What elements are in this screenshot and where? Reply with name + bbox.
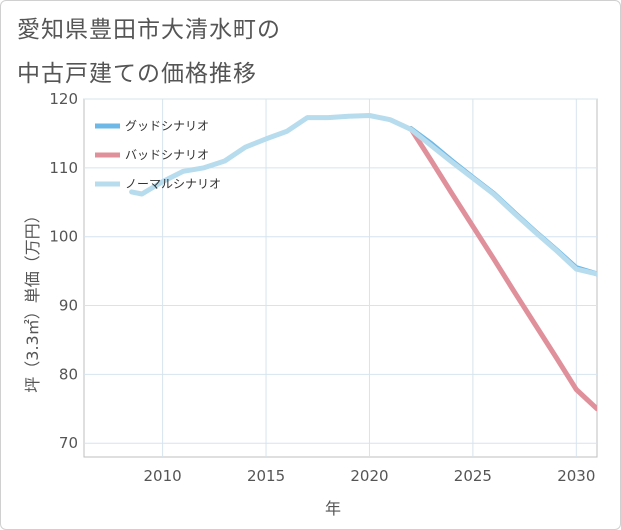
series-layer	[129, 113, 597, 412]
series-line-2	[129, 113, 597, 277]
y-axis-label: 坪（3.3㎡）単価（万円）	[23, 207, 42, 392]
tick-labels: 2010 2015 2020 2025 2030 70 80 90 100 110 120	[49, 90, 595, 485]
x-tick-label: 2015	[247, 467, 285, 485]
plot-area	[83, 98, 598, 458]
legend-label-1: バッドシナリオ	[125, 148, 209, 162]
y-tick-label: 70	[59, 434, 78, 452]
x-axis-label: 年	[325, 499, 341, 518]
x-tick-label: 2010	[144, 467, 182, 485]
y-tick-label: 100	[49, 228, 78, 246]
y-tick-label: 90	[59, 297, 78, 315]
chart-title-line-1: 愛知県豊田市大清水町の	[17, 17, 281, 43]
x-tick-label: 2030	[557, 467, 595, 485]
y-tick-label: 110	[49, 159, 78, 177]
grid-lines	[84, 98, 597, 457]
series-line-1	[408, 126, 597, 412]
legend-label-2: ノーマルシナリオ	[125, 177, 221, 191]
y-tick-label: 80	[59, 365, 78, 383]
x-tick-label: 2025	[454, 467, 492, 485]
x-tick-label: 2020	[350, 467, 388, 485]
legend-label-0: グッドシナリオ	[125, 119, 209, 133]
y-tick-label: 120	[49, 90, 78, 108]
chart-title-line-2: 中古戸建ての価格推移	[17, 61, 257, 87]
